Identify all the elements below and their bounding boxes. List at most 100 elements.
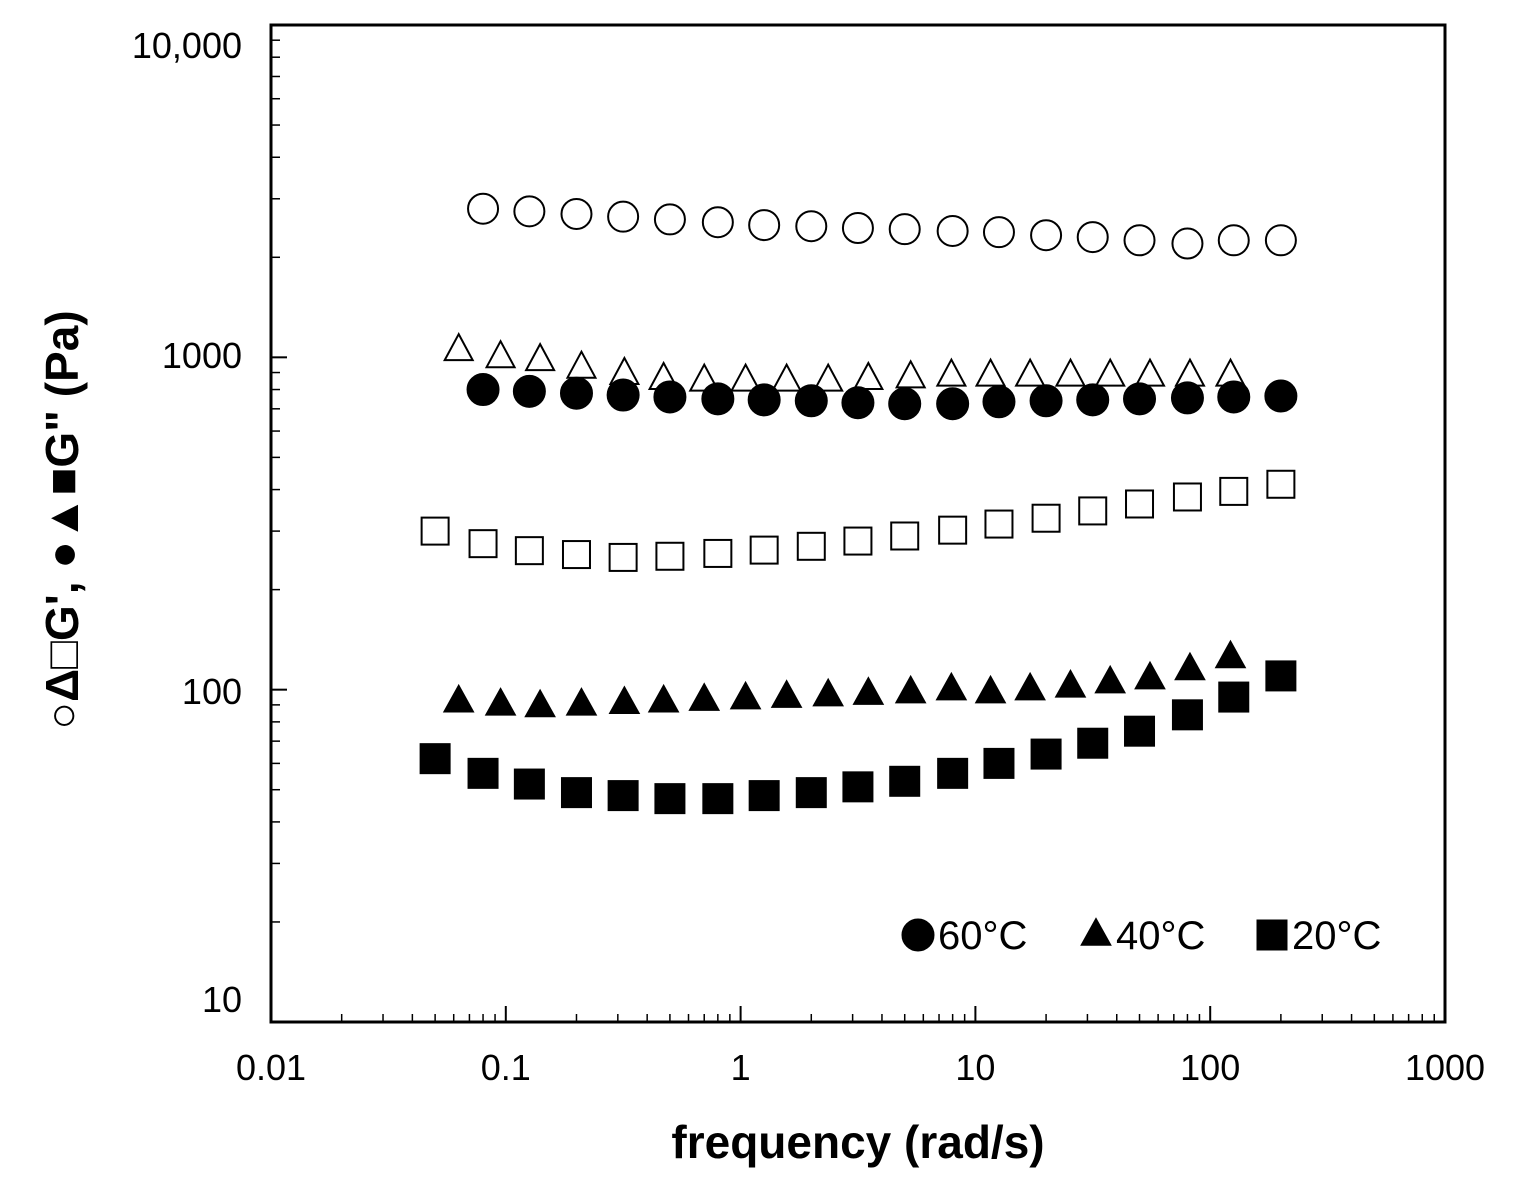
- data-point: [747, 383, 781, 417]
- data-point: [1266, 469, 1296, 499]
- data-point: [512, 374, 546, 408]
- plot-area-frame: [269, 23, 1447, 1024]
- data-point: [702, 783, 734, 815]
- data-point: [748, 780, 780, 812]
- data-point: [984, 509, 1014, 539]
- data-point: [701, 206, 734, 239]
- data-point: [654, 783, 686, 815]
- data-point: [1030, 738, 1062, 770]
- y-tick-label: 10,000: [132, 25, 242, 66]
- legend-label: 60°C: [938, 914, 1027, 958]
- series-circle-filled: [466, 373, 1298, 421]
- data-point: [842, 771, 874, 803]
- data-point: [729, 362, 762, 392]
- data-point: [841, 386, 875, 420]
- x-tick-label: 1: [731, 1047, 751, 1088]
- legend-label: 20°C: [1292, 914, 1381, 958]
- data-point: [770, 362, 803, 392]
- data-point: [1054, 669, 1087, 698]
- data-point: [812, 677, 845, 707]
- data-point: [1054, 357, 1087, 387]
- data-point: [894, 674, 927, 704]
- series-triangle-filled: [442, 639, 1247, 718]
- data-point: [1264, 224, 1297, 257]
- data-point: [770, 679, 803, 708]
- data-point: [484, 687, 517, 716]
- data-point: [1029, 384, 1063, 418]
- data-point: [561, 540, 591, 570]
- legend-marker-square: [1256, 919, 1288, 951]
- data-point: [607, 780, 639, 812]
- data-point: [888, 213, 921, 246]
- legend-label: 40°C: [1116, 914, 1205, 958]
- data-point: [653, 380, 687, 414]
- data-point: [606, 378, 640, 412]
- data-point: [514, 536, 544, 566]
- data-point: [812, 362, 844, 392]
- x-tick-label: 0.1: [481, 1047, 531, 1088]
- data-point: [1171, 699, 1203, 731]
- data-point: [655, 541, 685, 571]
- data-point: [1264, 379, 1298, 413]
- data-point: [729, 680, 762, 710]
- y-tick-label: 1000: [162, 335, 242, 376]
- data-point: [841, 212, 874, 245]
- data-point: [894, 359, 927, 389]
- data-point: [1134, 357, 1166, 387]
- data-point: [607, 200, 640, 233]
- series-square-open: [420, 469, 1296, 572]
- data-point: [513, 195, 546, 228]
- data-point: [749, 535, 779, 565]
- series-square-filled: [419, 660, 1297, 815]
- y-tick-labels: 10 100 1000 10,000: [132, 25, 242, 1020]
- data-point: [1031, 503, 1061, 533]
- data-point: [467, 192, 500, 225]
- data-point: [1214, 639, 1247, 669]
- data-point: [1171, 227, 1204, 260]
- data-point: [936, 387, 970, 421]
- data-point: [1014, 357, 1046, 387]
- data-point: [1125, 489, 1155, 519]
- data-point: [420, 516, 450, 546]
- data-point: [653, 203, 686, 236]
- data-point: [559, 376, 593, 410]
- data-point: [1014, 671, 1046, 701]
- y-axis-title: ○Δ□G', ●▲■G" (Pa): [36, 310, 88, 729]
- data-point: [1124, 715, 1156, 747]
- data-point: [1123, 382, 1157, 416]
- data-point: [890, 521, 920, 551]
- data-point: [1172, 482, 1202, 512]
- legend: 60°C 40°C 20°C: [901, 914, 1381, 958]
- data-point: [1218, 681, 1250, 713]
- data-point: [1174, 651, 1206, 681]
- series-circle-open: [467, 192, 1297, 260]
- data-point: [560, 777, 592, 809]
- data-point: [484, 339, 517, 369]
- data-point: [843, 526, 873, 556]
- data-point: [1123, 224, 1156, 257]
- data-point: [1076, 221, 1109, 254]
- legend-marker-circle: [901, 918, 935, 952]
- data-point: [466, 373, 500, 407]
- data-point: [524, 688, 556, 718]
- data-point: [748, 209, 781, 242]
- y-tick-label: 10: [202, 979, 242, 1020]
- data-point: [974, 357, 1007, 387]
- data-point: [688, 682, 721, 711]
- data-point: [982, 216, 1015, 249]
- x-tick-label: 0.01: [236, 1047, 306, 1088]
- data-point: [1217, 224, 1250, 257]
- data-point: [1077, 727, 1109, 759]
- data-point: [468, 529, 498, 559]
- legend-marker-triangle: [1080, 917, 1112, 946]
- data-point: [935, 671, 968, 701]
- data-point: [938, 515, 968, 545]
- data-point: [974, 674, 1007, 704]
- data-point: [647, 683, 680, 713]
- data-point: [1094, 664, 1127, 694]
- data-point: [982, 385, 1016, 419]
- data-point: [1217, 380, 1251, 414]
- data-point: [565, 687, 598, 716]
- data-point: [936, 214, 969, 247]
